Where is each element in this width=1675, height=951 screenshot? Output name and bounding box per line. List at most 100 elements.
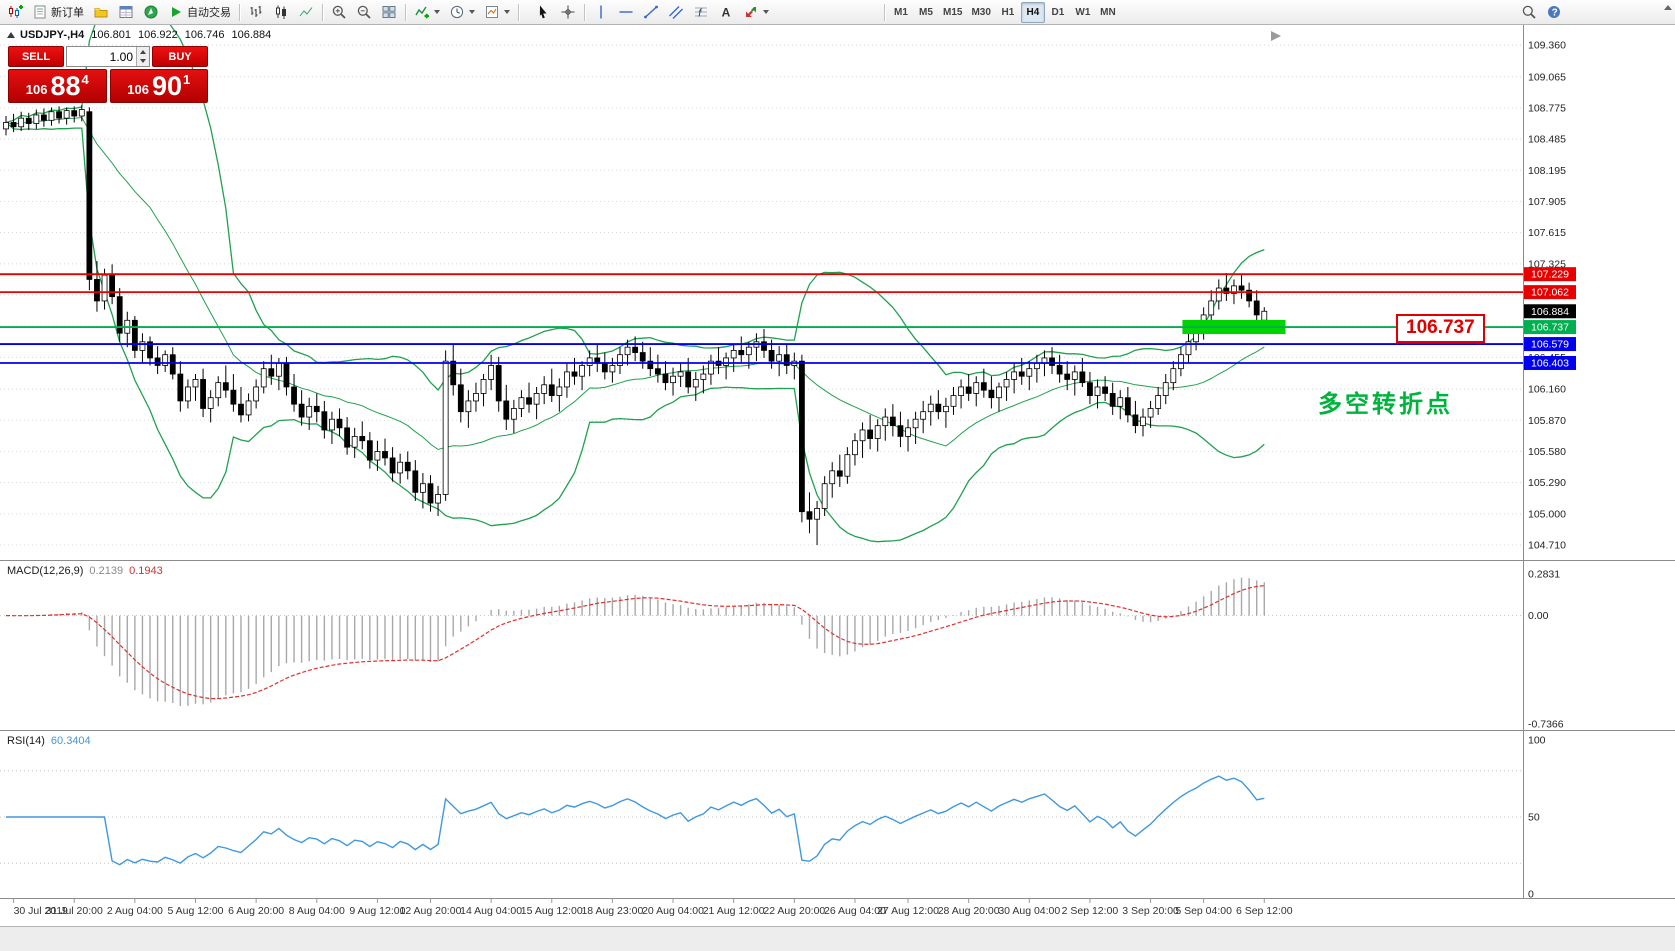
svg-text:105.000: 105.000 [1528,508,1566,520]
svg-text:3 Sep 20:00: 3 Sep 20:00 [1122,905,1179,917]
sell-button[interactable]: SELL [8,46,64,67]
svg-text:8 Aug 04:00: 8 Aug 04:00 [289,905,345,917]
buy-button[interactable]: BUY [152,46,208,67]
svg-text:6 Aug 20:00: 6 Aug 20:00 [228,905,284,917]
svg-text:105.580: 105.580 [1528,446,1566,458]
panel-separator[interactable] [0,558,1675,563]
svg-text:0: 0 [1528,889,1534,901]
svg-text:12 Aug 20:00: 12 Aug 20:00 [400,905,462,917]
svg-text:106.579: 106.579 [1531,339,1569,351]
text-button[interactable]: A [714,2,738,23]
panel-separator[interactable] [0,728,1675,733]
trendline-button[interactable] [639,2,663,23]
tile-windows-button[interactable] [377,2,401,23]
svg-text:106.403: 106.403 [1531,357,1569,369]
horizontal-line-button[interactable] [614,2,638,23]
tile-windows-icon [382,6,396,18]
toolbar-separator [239,3,240,21]
trendline-icon [644,5,658,19]
svg-text:22 Aug 20:00: 22 Aug 20:00 [763,905,825,917]
crosshair-button[interactable] [556,2,580,23]
autotrading-play-icon [172,7,181,17]
periods-button[interactable] [445,2,479,23]
indicators-button[interactable] [410,2,444,23]
timeframe-m5[interactable]: M5 [919,6,933,18]
timeframe-h1[interactable]: H1 [1001,6,1015,18]
high-value: 106.922 [137,29,178,41]
svg-text:9 Aug 12:00: 9 Aug 12:00 [349,905,405,917]
ask-prefix: 106 [127,82,149,98]
arrow-up-icon [140,49,146,54]
timeframe-h4[interactable]: H4 [1020,1,1045,23]
navigator-compass-icon [144,5,158,19]
fibonacci-button[interactable]: f [689,2,713,23]
line-chart-button[interactable] [294,2,318,23]
macd-signal-value: 0.1943 [129,565,163,577]
volume-input[interactable] [67,47,136,66]
bar-chart-button[interactable] [244,2,268,23]
timeframe-d1[interactable]: D1 [1051,6,1065,18]
timeframe-m15[interactable]: M15 [943,6,963,18]
volume-up-button[interactable] [137,47,149,57]
svg-text:107.062: 107.062 [1531,287,1569,299]
macd-label: MACD(12,26,9) [7,565,84,577]
bid-prefix: 106 [25,82,48,98]
timeframe-w1[interactable]: W1 [1075,6,1091,18]
svg-text:108.485: 108.485 [1528,134,1566,146]
channel-button[interactable] [664,2,688,23]
svg-text:5 Sep 04:00: 5 Sep 04:00 [1175,905,1232,917]
zoom-out-button[interactable] [352,2,376,23]
svg-text:104.710: 104.710 [1528,540,1566,552]
help-icon: ? [1548,6,1560,19]
indicators-icon [415,6,429,19]
timeframe-m30[interactable]: M30 [971,6,991,18]
zoom-in-button[interactable] [327,2,351,23]
dropdown-arrow-icon [504,10,510,14]
svg-text:108.195: 108.195 [1528,165,1566,177]
volume-stepper [136,47,149,66]
new-chart-button[interactable] [3,2,27,23]
search-button[interactable] [1517,2,1541,23]
svg-text:A: A [722,6,731,20]
periods-clock-icon [450,5,464,19]
price-axis-area[interactable] [1523,25,1675,898]
arrow-down-icon [140,59,146,64]
volume-down-button[interactable] [137,57,149,67]
dropdown-arrow-icon [763,10,769,14]
templates-icon [486,6,498,18]
templates-button[interactable] [480,2,514,23]
key-level-price-label: 106.737 [1396,314,1485,343]
new-order-button[interactable]: 新订单 [28,2,88,23]
market-watch-button[interactable] [114,2,138,23]
candlestick-chart-button[interactable] [269,2,293,23]
svg-text:107.905: 107.905 [1528,196,1566,208]
svg-text:15 Aug 12:00: 15 Aug 12:00 [521,905,583,917]
one-click-toggle-icon[interactable] [7,32,15,38]
svg-text:21 Aug 12:00: 21 Aug 12:00 [703,905,765,917]
toolbar-separator [518,3,519,21]
navigator-button[interactable] [139,2,163,23]
svg-text:30 Aug 04:00: 30 Aug 04:00 [998,905,1060,917]
close-value: 106.884 [231,29,272,41]
sell-price-button[interactable]: 106 88 4 [8,69,107,103]
new-order-label: 新订单 [51,7,84,19]
cursor-button[interactable] [531,2,555,23]
arrows-button[interactable] [739,2,773,23]
macd-main-value: 0.2139 [89,565,124,577]
help-button[interactable]: ? [1542,2,1566,23]
svg-text:108.775: 108.775 [1528,102,1566,114]
svg-text:106.884: 106.884 [1531,306,1569,318]
timeframe-m1[interactable]: M1 [894,6,908,18]
time-axis-area[interactable] [0,898,1523,926]
autotrading-button[interactable]: 自动交易 [164,2,235,23]
vertical-line-icon [600,5,602,19]
toolbar-overflow-button[interactable] [1664,5,1672,10]
buy-price-button[interactable]: 106 90 1 [109,69,208,103]
profiles-button[interactable] [89,2,113,23]
vertical-line-button[interactable] [589,2,613,23]
low-value: 106.746 [184,29,225,41]
timeframe-mn[interactable]: MN [1100,6,1116,18]
svg-text:109.360: 109.360 [1528,40,1566,52]
